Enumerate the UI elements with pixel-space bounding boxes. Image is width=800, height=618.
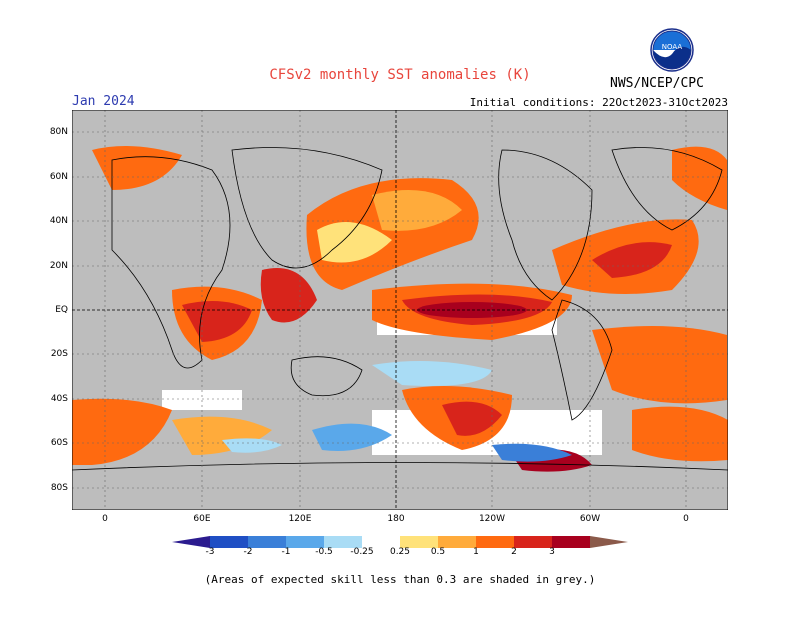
colorbar-label: -2 xyxy=(243,547,253,557)
lon-label-0-west: 0 xyxy=(102,514,108,524)
colorbar-label: 3 xyxy=(549,547,555,557)
lat-label-60n: 60N xyxy=(49,172,68,182)
lat-label-80n: 80N xyxy=(49,127,68,137)
coastlines xyxy=(72,147,728,471)
lon-label-60w: 60W xyxy=(579,514,601,524)
lat-label-eq: EQ xyxy=(55,305,68,315)
lat-label-40n: 40N xyxy=(49,216,68,226)
cool-anomaly-regions xyxy=(222,361,572,462)
lat-label-60s: 60S xyxy=(50,438,68,448)
colorbar-label: 0.25 xyxy=(389,547,411,557)
map-title: CFSv2 monthly SST anomalies (K) xyxy=(269,67,531,83)
lon-label-180: 180 xyxy=(387,514,405,524)
organization-label: NWS/NCEP/CPC xyxy=(610,76,704,91)
lat-label-80s: 80S xyxy=(50,483,68,493)
lat-label-40s: 40S xyxy=(50,394,68,404)
colorbar-label: 2 xyxy=(511,547,517,557)
colorbar xyxy=(172,536,628,548)
colorbar-low-arrow xyxy=(172,536,210,548)
colorbar-label: -1 xyxy=(281,547,291,557)
lon-label-60e: 60E xyxy=(193,514,211,524)
skill-footnote: (Areas of expected skill less than 0.3 a… xyxy=(204,573,596,586)
lon-label-0-east: 0 xyxy=(683,514,689,524)
colorbar-label: 0.5 xyxy=(430,547,446,557)
colorbar-label: -0.5 xyxy=(315,547,333,557)
colorbar-high-arrow xyxy=(590,536,628,548)
forecast-month: Jan 2024 xyxy=(72,94,135,109)
lon-label-120w: 120W xyxy=(478,514,506,524)
colorbar-label: 1 xyxy=(473,547,479,557)
colorbar-label: -0.25 xyxy=(350,547,374,557)
initial-conditions: Initial conditions: 22Oct2023-31Oct2023 xyxy=(469,96,728,109)
lat-label-20n: 20N xyxy=(49,261,68,271)
colorbar-label: -3 xyxy=(205,547,215,557)
logo-text: NOAA xyxy=(662,43,683,51)
equator-dateline xyxy=(72,110,728,510)
graticule xyxy=(72,110,728,510)
sst-anomaly-map xyxy=(72,110,728,510)
noaa-logo: NOAA xyxy=(650,28,694,72)
lat-label-20s: 20S xyxy=(50,349,68,359)
lon-label-120e: 120E xyxy=(288,514,312,524)
